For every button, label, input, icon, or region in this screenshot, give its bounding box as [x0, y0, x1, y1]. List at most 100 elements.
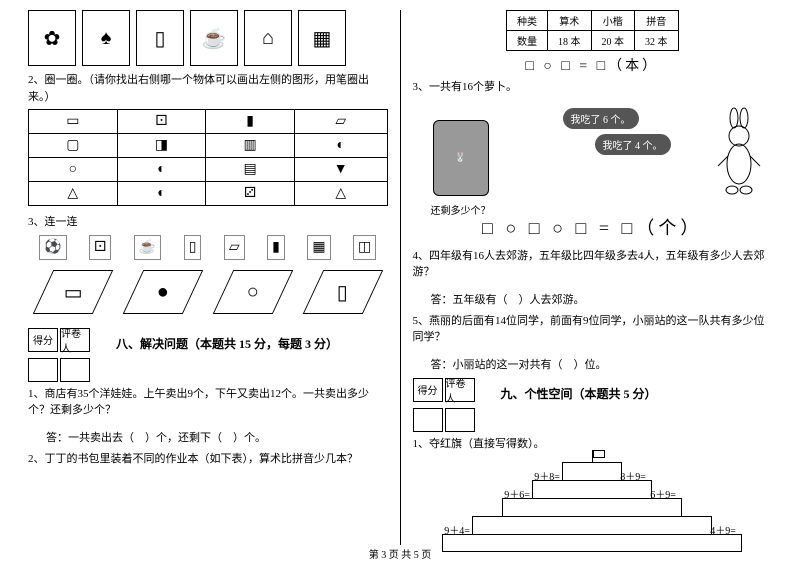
q5-text: 5、燕丽的后面有14位同学，前面有9位同学，小丽站的这一队共有多少位同学？	[413, 313, 773, 346]
q8-2-text: 2、丁丁的书包里装着不同的作业本（如下表），算术比拼音少几本？	[28, 451, 388, 468]
score-row-8: 得分 评卷人 八、解决问题（本题共 15 分，每题 3 分）	[28, 328, 388, 352]
table-row: 数量 18 本 20 本 32 本	[507, 31, 679, 51]
table-row: 种类 算术 小楷 拼音	[507, 11, 679, 31]
flag-icon	[592, 450, 593, 462]
picture-cards-row: ✿ ♠ ▯ ☕ ⌂ ▦	[28, 10, 388, 66]
score-row-9: 得分 评卷人 九、个性空间（本题共 5 分）	[413, 378, 773, 402]
card-3: ▯	[136, 10, 184, 66]
pyramid-step	[562, 462, 622, 480]
q5-answer: 答：小丽站的这一对共有（ ）位。	[431, 356, 773, 372]
pyramid-eq: 8＋9=	[620, 468, 646, 483]
item: ▱	[224, 235, 245, 260]
grader-label: 评卷人	[445, 378, 475, 402]
card-5: ⌂	[244, 10, 292, 66]
workbook-table: 种类 算术 小楷 拼音 数量 18 本 20 本 32 本	[506, 10, 679, 51]
remain-text: 还剩多少个？	[431, 202, 491, 217]
rabbit-standing-icon	[716, 106, 762, 196]
cell: ◐	[117, 158, 206, 182]
table-row: ▢ ◨ ▥ ◐	[29, 134, 388, 158]
cell: 32 本	[635, 31, 679, 51]
cell: 小楷	[591, 11, 635, 31]
right-column: 种类 算术 小楷 拼音 数量 18 本 20 本 32 本 □ ○ □ = □（…	[405, 10, 781, 545]
section-8-title: 八、解决问题（本题共 15 分，每题 3 分）	[116, 335, 338, 352]
table-row: ○ ◐ ▤ ▼	[29, 158, 388, 182]
item: ▮	[267, 235, 285, 260]
tiles-row: ▭ ● ○ ▯	[28, 270, 388, 314]
card-1: ✿	[28, 10, 76, 66]
cell: 拼音	[635, 11, 679, 31]
q8-1-answer: 答：一共卖出去（ ）个，还剩下（ ）个。	[46, 429, 388, 445]
tile: ○	[212, 270, 293, 314]
score-blank[interactable]	[28, 358, 58, 382]
score-blank[interactable]	[413, 408, 443, 432]
q4-answer: 答：五年级有（ ）人去郊游。	[431, 291, 773, 307]
cell: ▢	[29, 134, 118, 158]
card-4: ☕	[190, 10, 238, 66]
item: ◫	[353, 235, 376, 260]
tile-shape: ▭	[63, 279, 82, 304]
tile-shape: ●	[157, 280, 169, 303]
column-divider	[400, 10, 401, 545]
q3-carrots-text: 3、一共有16个萝卜。	[413, 79, 773, 96]
table-row: △ ◐ ⚂ △	[29, 182, 388, 206]
equation-carrots: □ ○ □ ○ □ = □（个）	[413, 214, 773, 240]
q3-text: 3、连一连	[28, 214, 388, 231]
card-2: ♠	[82, 10, 130, 66]
score-label: 得分	[413, 378, 443, 402]
cell: 18 本	[548, 31, 592, 51]
cell: ▤	[206, 158, 295, 182]
cell: ⚀	[117, 110, 206, 134]
cell: ⚂	[206, 182, 295, 206]
speech-bubble-2: 我吃了 4 个。	[595, 134, 671, 155]
cell: △	[29, 182, 118, 206]
cell: 数量	[507, 31, 548, 51]
page: ✿ ♠ ▯ ☕ ⌂ ▦ 2、圈一圈。（请你找出右侧哪一个物体可以画出左侧的图形，…	[0, 0, 800, 545]
item: ☕	[134, 235, 161, 260]
q4-text: 4、四年级有16人去郊游，五年级比四年级多去4人，五年级有多少人去郊游？	[413, 248, 773, 281]
score-blank-row-8	[28, 358, 388, 382]
cell: ▱	[294, 110, 387, 134]
cell: △	[294, 182, 387, 206]
cell: ▼	[294, 158, 387, 182]
tile: ▭	[33, 270, 114, 314]
tile-shape: ▯	[337, 279, 348, 304]
item: ⚀	[89, 235, 111, 260]
item: ⚽	[39, 235, 66, 260]
cell: ▥	[206, 134, 295, 158]
pyramid-eq: 6＋9=	[650, 486, 676, 501]
item: ▦	[307, 235, 330, 260]
grader-blank[interactable]	[60, 358, 90, 382]
cell: 20 本	[591, 31, 635, 51]
cell: ▭	[29, 110, 118, 134]
tile: ●	[123, 270, 204, 314]
cell: ▮	[206, 110, 295, 134]
cell: 种类	[507, 11, 548, 31]
q2-text: 2、圈一圈。（请你找出右侧哪一个物体可以画出左侧的图形，用笔圈出来。）	[28, 72, 388, 105]
cell: 算术	[548, 11, 592, 31]
section-9-title: 九、个性空间（本题共 5 分）	[501, 385, 657, 402]
pyramid-eq: 4＋9=	[710, 522, 736, 537]
item: ▯	[184, 235, 202, 260]
grader-blank[interactable]	[445, 408, 475, 432]
pyramid-eq: 9＋8=	[534, 468, 560, 483]
shape-match-table: ▭ ⚀ ▮ ▱ ▢ ◨ ▥ ◐ ○ ◐ ▤ ▼ △ ◐ ⚂ △	[28, 109, 388, 206]
grader-label: 评卷人	[60, 328, 90, 352]
pyramid-step	[472, 516, 712, 534]
rabbit-dress-icon: 🐰	[433, 120, 489, 196]
cell: ◨	[117, 134, 206, 158]
pyramid-eq: 9＋6=	[504, 486, 530, 501]
table-row: ▭ ⚀ ▮ ▱	[29, 110, 388, 134]
left-column: ✿ ♠ ▯ ☕ ⌂ ▦ 2、圈一圈。（请你找出右侧哪一个物体可以画出左侧的图形，…	[20, 10, 396, 545]
cell: ◐	[294, 134, 387, 158]
q8-1-text: 1、商店有35个洋娃娃。上午卖出9个，下午又卖出12个。一共卖出多少个？还剩多少…	[28, 386, 388, 419]
score-blank-row-9	[413, 408, 773, 432]
equation-books: □ ○ □ = □（本）	[413, 55, 773, 75]
tile: ▯	[302, 270, 383, 314]
cell: ◐	[117, 182, 206, 206]
pyramid-eq: 9＋4=	[444, 522, 470, 537]
score-label: 得分	[28, 328, 58, 352]
connect-items-row: ⚽ ⚀ ☕ ▯ ▱ ▮ ▦ ◫	[28, 235, 388, 260]
rabbit-scene: 🐰 我吃了 6 个。 我吃了 4 个。 还剩多少个？	[413, 100, 773, 210]
page-footer: 第 3 页 共 5 页	[0, 546, 800, 561]
tile-shape: ○	[247, 280, 259, 303]
